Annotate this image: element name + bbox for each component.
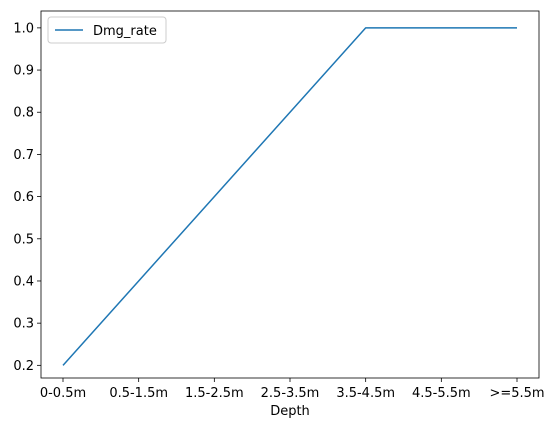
plot-frame	[40, 10, 540, 379]
x-axis: 0-0.5m 0.5-1.5m 1.5-2.5m 2.5-3.5m 3.5-4.5m 4.…	[40, 378, 545, 401]
x-tick-label: >=5.5m	[489, 386, 544, 401]
y-tick-label: 0.3	[13, 317, 34, 332]
y-tick-label: 0.9	[13, 64, 34, 79]
y-tick-label: 0.7	[13, 148, 34, 163]
x-axis-label: Depth	[270, 404, 310, 419]
legend: Dmg_rate	[47, 16, 167, 44]
y-tick-label: 0.2	[13, 359, 34, 374]
y-tick-label: 0.5	[13, 232, 34, 247]
x-tick-label: 4.5-5.5m	[412, 386, 471, 401]
legend-box	[47, 16, 167, 44]
y-tick-label: 1.0	[13, 21, 34, 36]
y-tick-label: 0.8	[13, 106, 34, 121]
y-axis: 0.2 0.3 0.4 0.5 0.6 0.7 0.8 0.9 1.0	[13, 21, 41, 374]
x-tick-label: 2.5-3.5m	[261, 386, 320, 401]
series-layer	[62, 27, 518, 366]
x-tick-label: 0-0.5m	[40, 386, 86, 401]
x-tick-label: 1.5-2.5m	[185, 386, 244, 401]
legend-label-dmg-rate: Dmg_rate	[93, 24, 157, 39]
x-tick-label: 3.5-4.5m	[336, 386, 395, 401]
y-tick-label: 0.6	[13, 190, 34, 205]
y-tick-label: 0.4	[13, 274, 34, 289]
x-tick-label: 0.5-1.5m	[109, 386, 168, 401]
plot-area	[40, 10, 540, 379]
